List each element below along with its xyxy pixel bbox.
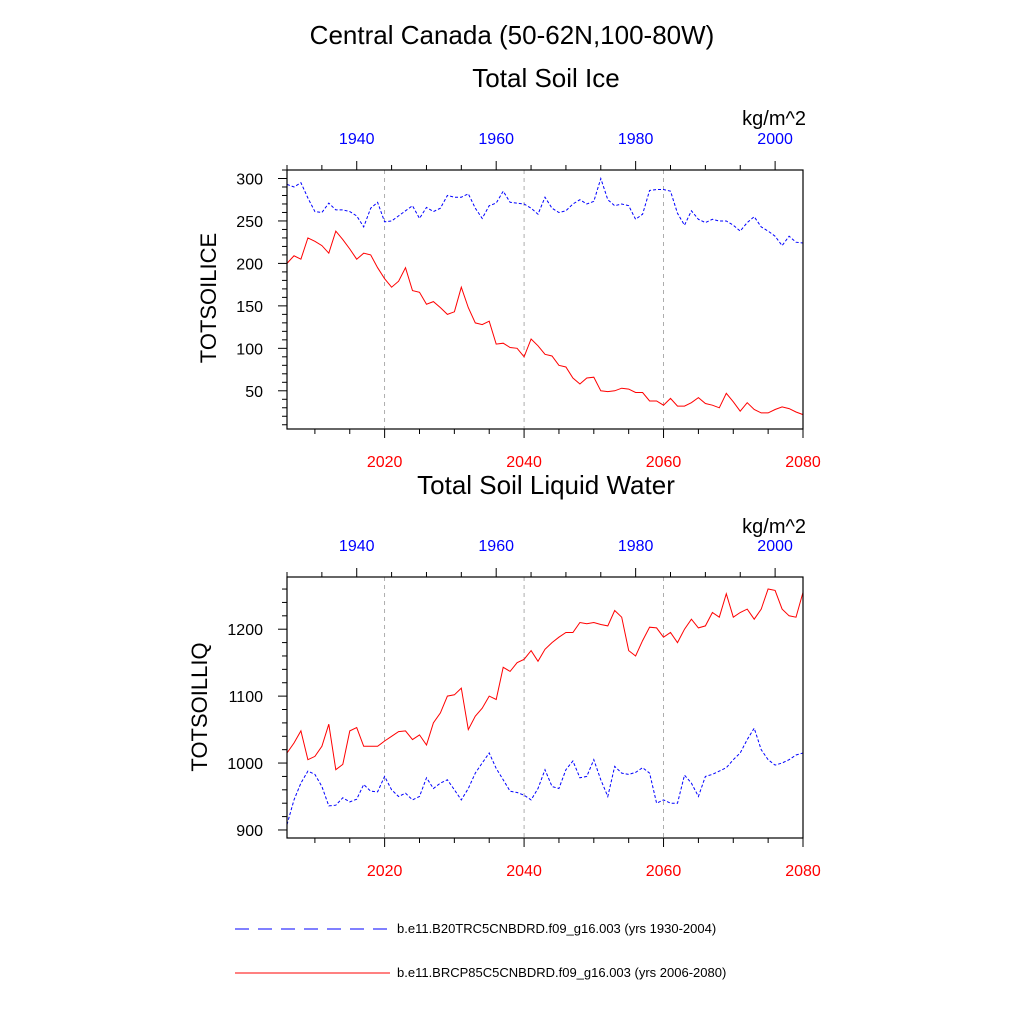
bottom-x-tick-label: 2060 [646,863,682,880]
legend-label-rcp85: b.e11.BRCP85C5CNBDRD.f09_g16.003 (yrs 20… [397,965,726,980]
bottom-x-tick-label: 2040 [506,863,542,880]
top-x-tick-label: 1940 [339,131,375,148]
top-x-tick-label: 1960 [478,538,514,555]
soil-ice-panel: Total Soil Ice kg/m^2 TOTSOILICE 50 100 15… [196,63,821,471]
y-tick-label: 1100 [229,689,264,706]
historical-series-line [286,176,804,247]
top-x-tick-label: 1940 [339,538,375,555]
y-tick-label: 200 [236,256,263,273]
bottom-x-tick-label: 2020 [367,863,403,880]
plot-frame [286,576,804,839]
y-tick-label: 300 [236,171,263,188]
top-x-tick-label: 2000 [757,131,793,148]
historical-series-line [286,727,804,825]
figure-title: Central Canada (50-62N,100-80W) [310,20,715,50]
panel-title: Total Soil Ice [472,63,619,93]
plot-frame [286,169,804,430]
soil-liquid-panel: Total Soil Liquid Water kg/m^2 TOTSOILLI… [187,470,821,880]
y-axis-label: TOTSOILICE [196,233,221,363]
y-tick-label: 1000 [227,756,263,773]
y-axis-label: TOTSOILLIQ [187,642,212,771]
bottom-x-tick-label: 2080 [785,454,821,471]
rcp85-series-line [286,588,804,771]
panel-title: Total Soil Liquid Water [417,470,675,500]
legend: b.e11.B20TRC5CNBDRD.f09_g16.003 (yrs 193… [235,921,726,980]
y-tick-label: 1200 [227,622,263,639]
top-x-tick-label: 1960 [478,131,514,148]
legend-label-historical: b.e11.B20TRC5CNBDRD.f09_g16.003 (yrs 193… [397,921,716,936]
y-tick-label: 250 [236,214,263,231]
top-x-tick-label: 2000 [757,538,793,555]
top-x-tick-label: 1980 [618,538,654,555]
bottom-x-tick-label: 2020 [367,454,403,471]
y-tick-label: 50 [245,384,263,401]
y-tick-label: 900 [236,823,263,840]
y-tick-label: 150 [236,299,263,316]
bottom-x-tick-label: 2080 [785,863,821,880]
units-label: kg/m^2 [742,108,806,130]
bottom-x-tick-label: 2060 [646,454,682,471]
y-tick-label: 100 [236,341,263,358]
bottom-x-tick-label: 2040 [506,454,542,471]
units-label: kg/m^2 [742,516,806,538]
rcp85-series-line [286,230,804,416]
top-x-tick-label: 1980 [618,131,654,148]
